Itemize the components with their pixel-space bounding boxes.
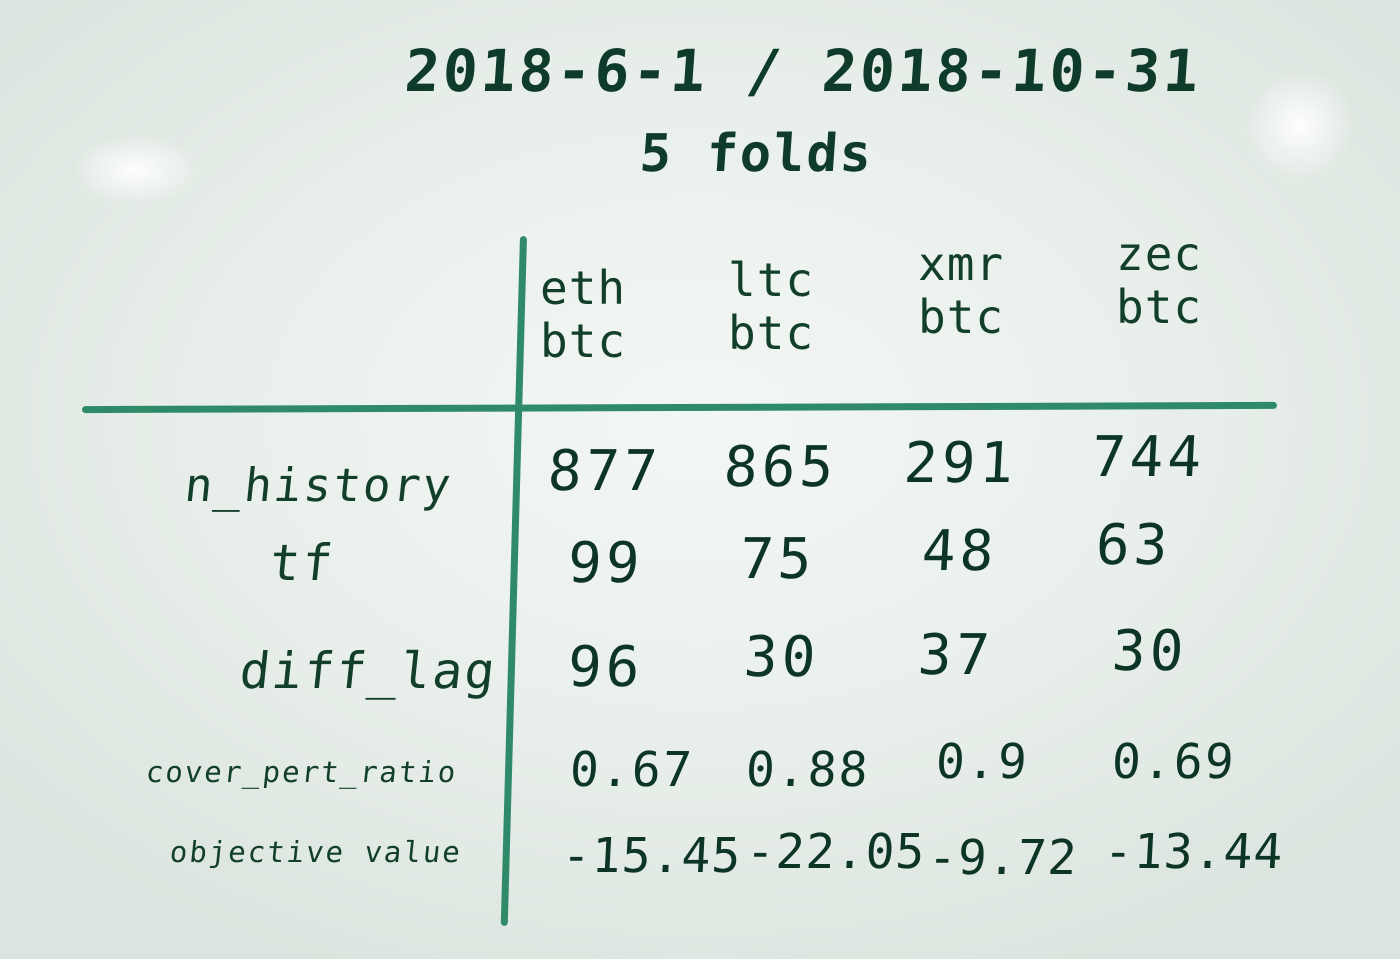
row-label-n-history: n_history: [182, 458, 456, 512]
cell-n-history-ltc-btc: 865: [722, 435, 839, 500]
table-horizontal-divider: [81, 401, 1278, 414]
cell-objective-value-ltc-btc: -22.05: [744, 824, 927, 880]
cell-n-history-eth-btc: 877: [546, 439, 663, 504]
cell-diff-lag-ltc-btc: 30: [742, 625, 822, 690]
column-header-line2: btc: [1116, 279, 1203, 334]
board-subtitle: 5 folds: [637, 124, 876, 184]
column-header-line1: eth: [540, 261, 627, 315]
cell-cover-pert-ratio-eth-btc: 0.67: [568, 742, 696, 798]
row-label-objective-value: objective value: [168, 835, 464, 869]
column-header-ltc-btc: ltc btc: [728, 254, 814, 360]
cell-cover-pert-ratio-zec-btc: 0.69: [1110, 734, 1238, 790]
column-header-xmr-btc: xmr btc: [918, 238, 1004, 344]
column-header-line1: zec: [1116, 227, 1203, 281]
cell-cover-pert-ratio-xmr-btc: 0.9: [934, 734, 1031, 790]
row-label-tf: tf: [266, 534, 338, 592]
cell-tf-ltc-btc: 75: [738, 527, 818, 592]
column-header-line2: btc: [728, 305, 815, 360]
cell-tf-xmr-btc: 48: [920, 519, 1000, 584]
column-header-line2: btc: [918, 289, 1005, 344]
column-header-eth-btc: eth btc: [540, 262, 626, 368]
cell-objective-value-eth-btc: -15.45: [560, 828, 743, 884]
row-label-cover-pert-ratio: cover_pert_ratio: [144, 755, 460, 789]
row-label-diff-lag: diff_lag: [236, 642, 500, 700]
board-title: 2018-6-1 / 2018-10-31: [402, 37, 1204, 105]
cell-n-history-zec-btc: 744: [1090, 425, 1207, 490]
column-header-line2: btc: [540, 313, 627, 368]
column-header-line1: ltc: [728, 253, 815, 307]
cell-objective-value-xmr-btc: -9.72: [926, 830, 1079, 886]
cell-diff-lag-eth-btc: 96: [566, 635, 646, 700]
cell-diff-lag-xmr-btc: 37: [916, 623, 996, 688]
cell-objective-value-zec-btc: -13.44: [1102, 824, 1285, 880]
cell-tf-eth-btc: 99: [566, 531, 646, 596]
cell-cover-pert-ratio-ltc-btc: 0.88: [744, 742, 872, 798]
cell-tf-zec-btc: 63: [1094, 513, 1174, 578]
cell-diff-lag-zec-btc: 30: [1110, 619, 1190, 684]
table-vertical-divider: [500, 236, 527, 926]
column-header-line1: xmr: [918, 237, 1005, 291]
column-header-zec-btc: zec btc: [1116, 228, 1202, 334]
cell-n-history-xmr-btc: 291: [902, 431, 1019, 496]
